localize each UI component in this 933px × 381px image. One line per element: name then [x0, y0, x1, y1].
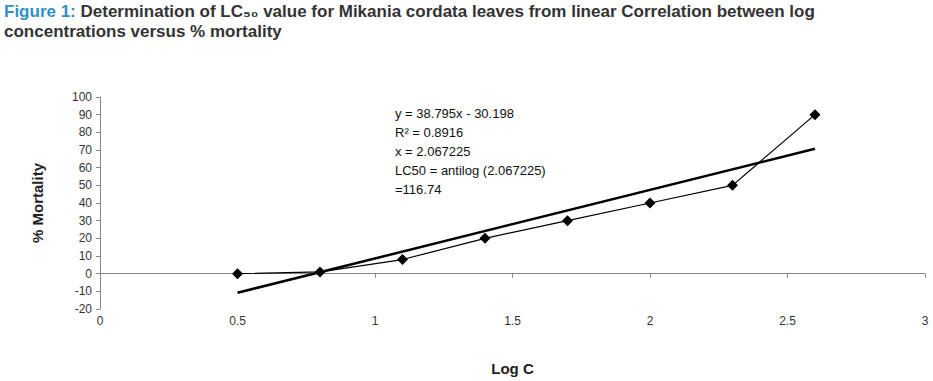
svg-text:2: 2	[647, 314, 654, 328]
svg-text:60: 60	[79, 161, 93, 175]
svg-text:Log C: Log C	[491, 360, 534, 377]
svg-text:80: 80	[79, 125, 93, 139]
svg-text:90: 90	[79, 108, 93, 122]
svg-text:y = 38.795x - 30.198: y = 38.795x - 30.198	[395, 106, 514, 121]
svg-text:0: 0	[97, 314, 104, 328]
svg-text:=116.74: =116.74	[395, 182, 441, 197]
svg-text:2.5: 2.5	[779, 314, 796, 328]
svg-text:3: 3	[922, 314, 929, 328]
svg-text:70: 70	[79, 143, 93, 157]
svg-text:1: 1	[372, 314, 379, 328]
svg-text:50: 50	[79, 178, 93, 192]
svg-text:% Mortality: % Mortality	[29, 162, 46, 243]
svg-text:0: 0	[85, 267, 92, 281]
svg-text:20: 20	[79, 231, 93, 245]
svg-text:30: 30	[79, 214, 93, 228]
svg-text:-20: -20	[75, 302, 93, 316]
svg-text:x = 2.067225: x = 2.067225	[395, 144, 471, 159]
svg-text:R² = 0.8916: R² = 0.8916	[395, 125, 463, 140]
svg-text:10: 10	[79, 249, 93, 263]
svg-text:40: 40	[79, 196, 93, 210]
html-text:Figure 1: Determination of LC₅: Figure 1: Determination of LC₅₀ value fo…	[4, 2, 815, 41]
svg-text:100: 100	[72, 90, 92, 104]
svg-text:-10: -10	[75, 284, 93, 298]
svg-text:0.5: 0.5	[229, 314, 246, 328]
svg-text:1.5: 1.5	[504, 314, 521, 328]
svg-text:LC50 = antilog (2.067225): LC50 = antilog (2.067225)	[395, 163, 546, 178]
